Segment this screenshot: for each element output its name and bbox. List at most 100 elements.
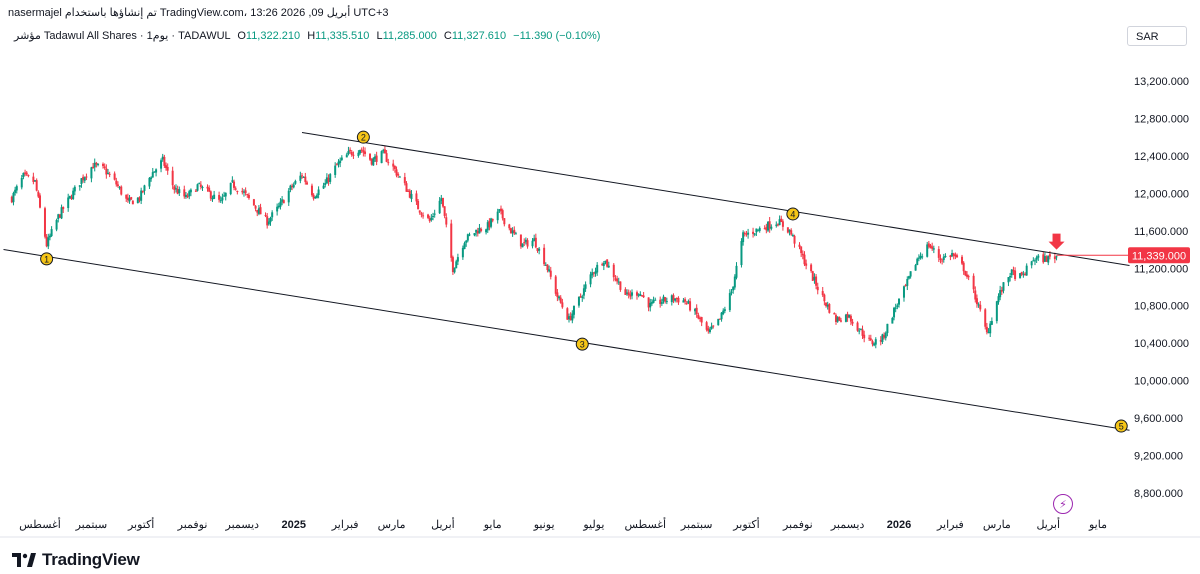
x-tick-label: 2025 bbox=[281, 519, 305, 531]
time-axis[interactable]: أغسطس سبتمبر أكتوبر نوفمبر ديسمبر 2025 فبراير م… bbox=[19, 517, 1107, 531]
candle-body bbox=[496, 211, 499, 221]
candle-body bbox=[301, 175, 304, 177]
y-tick-label: 8,800.000 bbox=[1134, 488, 1183, 500]
candle-body bbox=[700, 317, 703, 323]
candle-body bbox=[410, 193, 413, 200]
trendline-upper[interactable] bbox=[301, 132, 1130, 266]
candle-body bbox=[337, 161, 340, 165]
lightning-icon[interactable]: ⚡ bbox=[1053, 494, 1073, 514]
candle-body bbox=[592, 272, 595, 274]
candle-body bbox=[15, 186, 18, 191]
candle-body bbox=[486, 222, 489, 231]
candle-body bbox=[821, 291, 824, 296]
candle-body bbox=[461, 247, 464, 258]
candle-body bbox=[682, 300, 685, 303]
candle-body bbox=[453, 267, 456, 273]
candle-body bbox=[373, 156, 376, 159]
candle-body bbox=[758, 228, 761, 231]
candle-body bbox=[974, 290, 977, 300]
candle-body bbox=[131, 200, 134, 205]
candle-body bbox=[236, 190, 239, 192]
candle-body bbox=[914, 265, 917, 271]
candle-body bbox=[95, 162, 98, 165]
candle-body bbox=[965, 274, 968, 277]
candle-body bbox=[554, 276, 557, 294]
candle-body bbox=[886, 323, 889, 334]
x-tick-label: فبراير bbox=[331, 519, 359, 531]
candle-body bbox=[919, 255, 922, 259]
candle-body bbox=[55, 220, 58, 230]
candle-body bbox=[844, 314, 847, 322]
candle-body bbox=[637, 294, 640, 296]
candle-body bbox=[183, 189, 186, 197]
candle-body bbox=[501, 210, 504, 219]
candle-body bbox=[856, 322, 859, 331]
candle-body bbox=[67, 197, 70, 209]
candle-body bbox=[624, 289, 627, 295]
candle-body bbox=[834, 315, 837, 323]
currency-selector[interactable]: SAR bbox=[1127, 26, 1187, 46]
candle-body bbox=[753, 233, 756, 235]
open-label: O bbox=[237, 30, 246, 42]
candle-body bbox=[357, 152, 360, 156]
candle-body bbox=[672, 295, 675, 301]
candle-body bbox=[937, 249, 940, 258]
candle-body bbox=[675, 297, 678, 300]
candle-body bbox=[780, 218, 783, 223]
x-tick-label: ديسمبر bbox=[225, 519, 260, 531]
candle-body bbox=[315, 195, 318, 198]
trendline-lower[interactable] bbox=[3, 249, 1130, 431]
candle-body bbox=[614, 278, 617, 280]
wave-labels: 1 2 3 4 5 bbox=[40, 130, 1128, 433]
candle-body bbox=[173, 186, 176, 190]
candle-body bbox=[884, 332, 887, 339]
candle-body bbox=[616, 278, 619, 282]
candle-body bbox=[931, 246, 934, 249]
candle-body bbox=[292, 184, 295, 188]
candle-body bbox=[717, 318, 720, 326]
tradingview-logo: TradingView bbox=[12, 550, 140, 570]
candle-body bbox=[418, 210, 421, 213]
low-value: 11,285.000 bbox=[382, 30, 437, 42]
candle-body bbox=[257, 208, 260, 214]
candle-body bbox=[468, 234, 471, 236]
candle-body bbox=[440, 198, 443, 201]
wave-marker bbox=[575, 337, 589, 351]
candle-body bbox=[322, 185, 325, 189]
candle-body bbox=[106, 172, 109, 174]
candle-body bbox=[1037, 255, 1040, 258]
candle-body bbox=[83, 177, 86, 181]
candle-body bbox=[815, 276, 818, 286]
candle-body bbox=[707, 328, 710, 332]
candle-body bbox=[514, 233, 517, 235]
candle-body bbox=[403, 177, 406, 184]
candle-body bbox=[1043, 256, 1046, 262]
candle-body bbox=[757, 229, 760, 231]
candle-body bbox=[299, 175, 302, 181]
candle-body bbox=[70, 197, 73, 199]
candle-body bbox=[778, 219, 781, 226]
candle-body bbox=[1007, 277, 1010, 283]
candle-body bbox=[1010, 269, 1013, 276]
candle-body bbox=[20, 177, 23, 188]
candle-body bbox=[747, 232, 750, 235]
candle-body bbox=[626, 292, 629, 294]
candle-body bbox=[126, 197, 129, 201]
price-axis[interactable]: 8,800.000 9,200.000 9,600.000 10,000.000 10,… bbox=[1134, 76, 1189, 500]
candle-body bbox=[68, 195, 71, 199]
candle-body bbox=[221, 197, 224, 201]
candle-body bbox=[163, 156, 166, 166]
candle-body bbox=[24, 172, 27, 174]
candle-body bbox=[559, 297, 562, 303]
candle-body bbox=[375, 155, 378, 162]
candle-body bbox=[420, 213, 423, 215]
candle-body bbox=[571, 313, 574, 321]
candle-body bbox=[810, 264, 813, 271]
symbol-legend[interactable]: مؤشر Tadawul All Shares · 1يوم · TADAWUL… bbox=[14, 29, 600, 42]
candle-body bbox=[103, 166, 106, 168]
candle-body bbox=[533, 238, 536, 242]
y-tick-label: 13,200.000 bbox=[1134, 76, 1189, 88]
candle-body bbox=[478, 227, 481, 234]
candle-body bbox=[997, 296, 1000, 303]
